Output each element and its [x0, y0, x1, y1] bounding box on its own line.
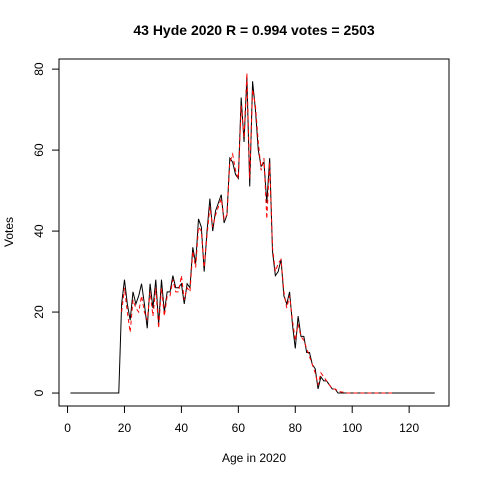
y-tick-label: 0	[32, 389, 46, 396]
y-tick-label: 60	[32, 143, 46, 157]
y-tick-label: 20	[32, 305, 46, 319]
x-axis: 0 20 40 60 80 100 120	[64, 405, 419, 435]
x-tick-label: 120	[399, 421, 419, 435]
series-line-1	[70, 77, 435, 394]
x-tick-label: 80	[289, 421, 303, 435]
series-line-2	[121, 73, 393, 394]
x-tick-label: 100	[342, 421, 362, 435]
y-tick-label: 40	[32, 224, 46, 238]
x-tick-label: 60	[232, 421, 246, 435]
x-tick-label: 0	[64, 421, 71, 435]
x-tick-label: 40	[175, 421, 189, 435]
y-axis-label: Votes	[2, 217, 16, 247]
series-layer	[70, 73, 435, 394]
chart-title: 43 Hyde 2020 R = 0.994 votes = 2503	[133, 22, 374, 38]
plot-frame	[58, 58, 450, 407]
x-axis-label: Age in 2020	[222, 451, 286, 465]
y-axis: 0 20 40 60 80	[32, 62, 60, 396]
y-tick-label: 80	[32, 62, 46, 76]
x-tick-label: 20	[118, 421, 132, 435]
